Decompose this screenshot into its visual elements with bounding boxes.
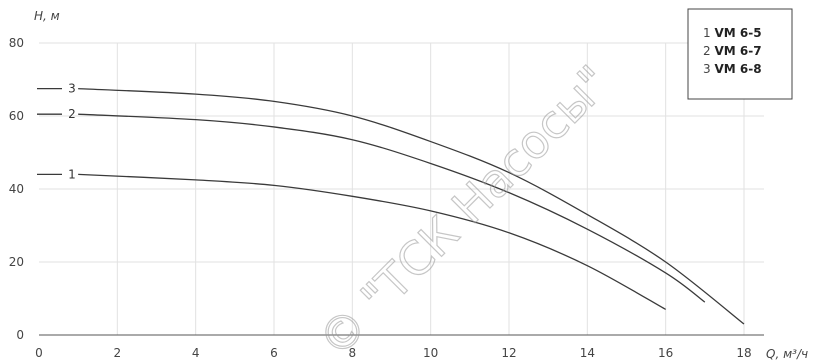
legend-item: 1 VM 6-5 [703,26,762,40]
x-tick-label: 16 [658,346,673,360]
legend: 1 VM 6-52 VM 6-73 VM 6-8 [687,8,793,100]
y-tick-labels: 0 20 40 60 80 [9,36,24,342]
watermark: © "ТСК Насосы" [308,55,621,363]
x-tick-label: 10 [423,346,438,360]
y-tick-label: 40 [9,182,24,196]
series-line-2 [78,113,706,303]
legend-box [687,8,793,100]
legend-number: 2 [703,44,714,58]
x-tick-labels: 0 2 4 6 8 10 12 14 16 18 [35,346,751,360]
curve-labels: 1 2 3 [68,82,76,182]
x-axis-label: Q, м³/ч [766,347,808,361]
curve-label-3: 3 [68,82,76,96]
curve-label-2: 2 [68,107,76,121]
y-tick-label: 0 [16,328,24,342]
legend-number: 1 [703,26,714,40]
x-tick-label: 18 [736,346,751,360]
x-tick-label: 0 [35,346,43,360]
y-tick-label: 20 [9,255,24,269]
x-tick-label: 4 [192,346,200,360]
x-tick-label: 2 [114,346,122,360]
curve-label-1: 1 [68,167,76,181]
legend-items: 1 VM 6-52 VM 6-73 VM 6-8 [703,26,762,76]
legend-item: 2 VM 6-7 [703,44,762,58]
y-tick-label: 80 [9,36,24,50]
grid [39,42,764,335]
y-axis-label: H, м [34,9,60,23]
legend-item: 3 VM 6-8 [703,62,762,76]
x-tick-label: 6 [270,346,278,360]
legend-name: VM 6-8 [714,62,761,76]
y-tick-label: 60 [9,109,24,123]
series-line-3 [78,87,745,325]
legend-number: 3 [703,62,714,76]
legend-name: VM 6-5 [714,26,761,40]
series-line-1 [78,173,666,311]
x-tick-label: 8 [349,346,357,360]
x-tick-label: 12 [501,346,516,360]
x-tick-label: 14 [580,346,595,360]
legend-name: VM 6-7 [714,44,761,58]
series-curves [37,87,745,325]
